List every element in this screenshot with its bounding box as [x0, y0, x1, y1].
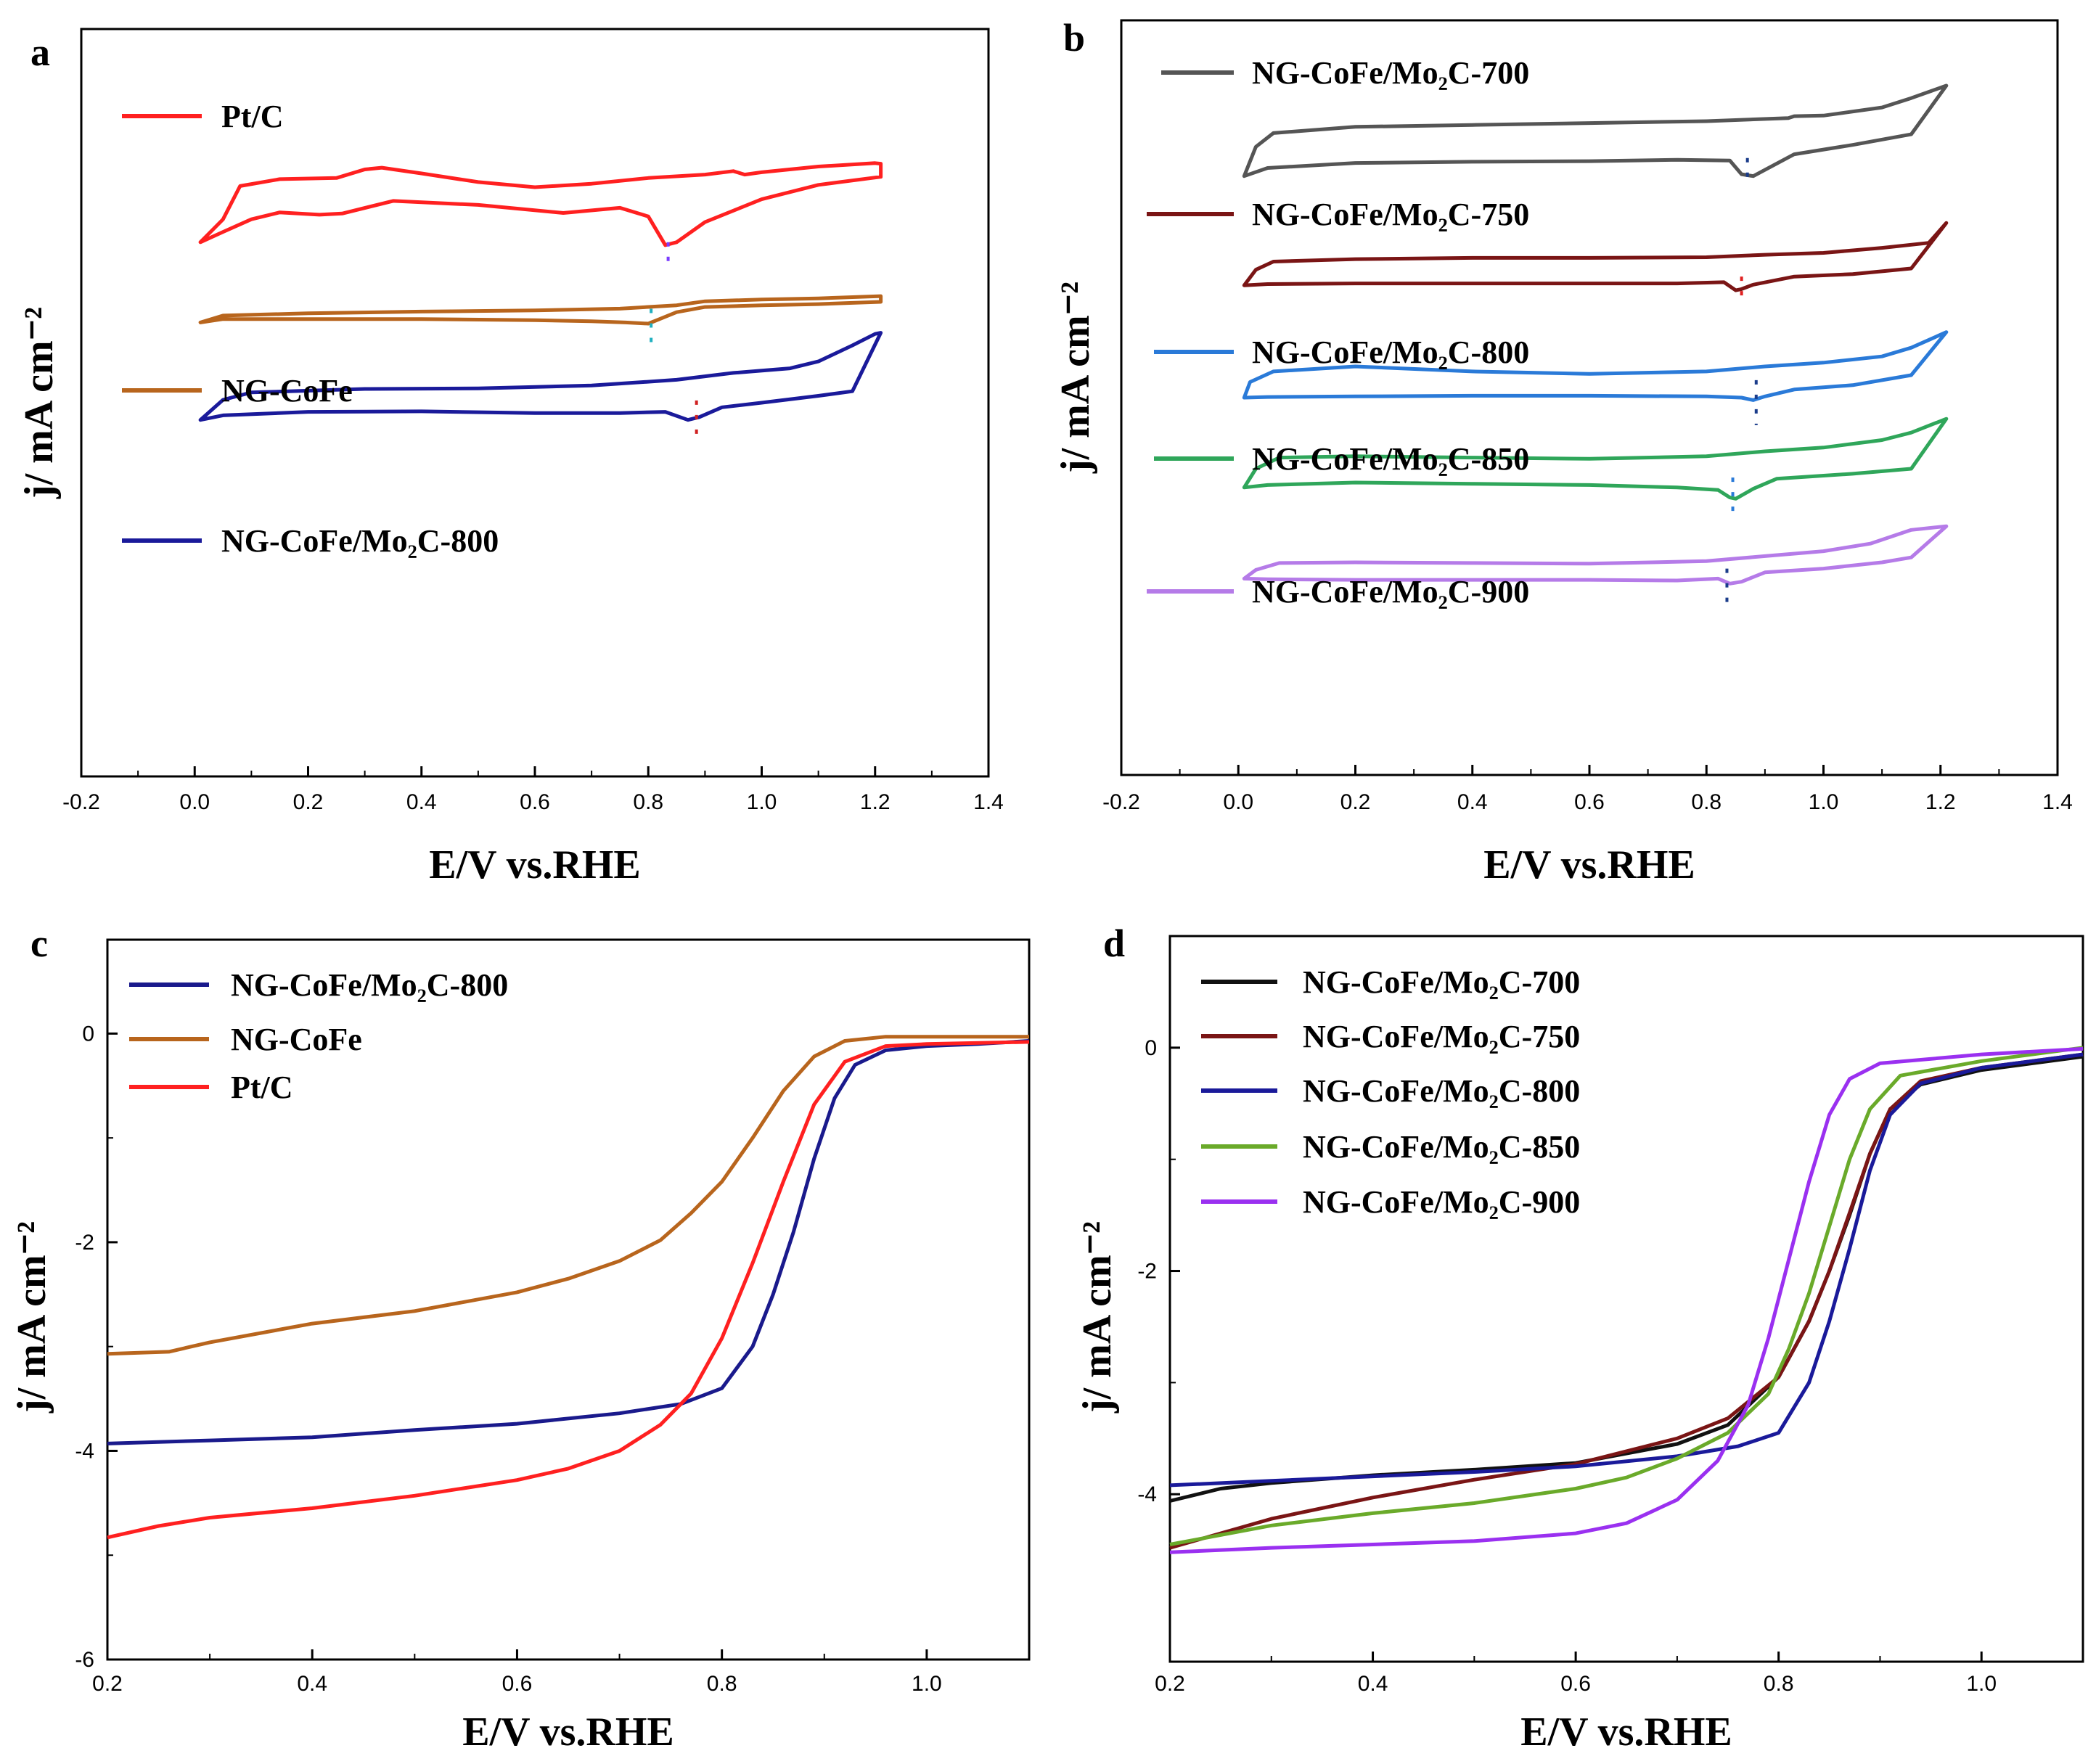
panel-d: d 0.2 0.4 0.6 0.8 1.0-4-20 NG-CoFe/Mo₂C-700N… [1075, 922, 2084, 1755]
x-tick-label: 1.4 [973, 790, 1004, 814]
panel-c: c 0.2 0.4 0.6 0.8 1.0 -6 -4 -2 0 NG-CoFe/Mo₂C-80… [9, 922, 1031, 1755]
panel-letter-c: c [30, 922, 48, 965]
curves-c [107, 1035, 1030, 1540]
legend-b: NG-CoFe/Mo₂C-700 NG-CoFe/Mo₂C-750 NG-CoFe/… [1147, 55, 1529, 610]
plot-frame-d [1168, 935, 2084, 1663]
y-axis-title-a: j/ mA cm⁻² [17, 307, 62, 499]
cv-curve [1242, 221, 1949, 292]
cv-curve [1242, 417, 1949, 501]
panel-b: b -0.2 0.0 0.2 0.4 0.6 0.8 1.0 1.2 1.4 NG-CoFe/M… [1053, 16, 2073, 887]
legend-label: NG-CoFe/Mo₂C-800 [221, 523, 499, 559]
y-axis-title-b: j/ mA cm⁻² [1053, 282, 1098, 474]
legend-label: NG-CoFe/Mo₂C-850 [1252, 441, 1529, 477]
x-tick-label: 0.0 [1223, 790, 1253, 814]
legend-label: NG-CoFe/Mo₂C-800 [231, 967, 508, 1003]
y-tick-label: -6 [75, 1648, 94, 1672]
x-ticks-a: -0.2 0.0 0.2 0.4 0.6 0.8 1.0 1.2 1.4 [62, 766, 1004, 814]
legend-a: Pt/C NG-CoFe NG-CoFe/Mo₂C-800 [122, 99, 499, 559]
legend-label: NG-CoFe [221, 373, 353, 409]
x-tick-label: 0.8 [1691, 790, 1722, 814]
cv-curve [198, 161, 883, 247]
y-tick-label: -2 [1137, 1260, 1157, 1284]
x-tick-label: -0.2 [62, 790, 100, 814]
x-tick-label: 0.6 [1560, 1672, 1591, 1696]
x-tick-label: 0.6 [520, 790, 550, 814]
x-tick-label: 0.4 [406, 790, 437, 814]
legend-label: NG-CoFe/Mo₂C-900 [1252, 574, 1529, 610]
ticks-c: 0.2 0.4 0.6 0.8 1.0 -6 -4 -2 0 [75, 1022, 1030, 1696]
x-tick-label: 1.2 [860, 790, 891, 814]
cv-curve [198, 294, 883, 326]
legend-label: NG-CoFe/Mo₂C-700 [1252, 55, 1529, 91]
y-axis-title-d: j/ mA cm⁻² [1075, 1221, 1120, 1414]
lsv-curve [1169, 1052, 2084, 1550]
legend-label: NG-CoFe/Mo₂C-750 [1252, 197, 1529, 232]
plot-frame-c [106, 938, 1031, 1661]
legend-label: NG-CoFe/Mo₂C-750 [1303, 1019, 1580, 1054]
ticks-d: 0.2 0.4 0.6 0.8 1.0 -4 -2 0 [1137, 1036, 2084, 1696]
x-tick-label: 1.0 [912, 1672, 942, 1696]
x-tick-label: 0.8 [633, 790, 663, 814]
x-tick-label: 1.0 [1809, 790, 1839, 814]
legend-label: Pt/C [221, 99, 284, 134]
legend-label: NG-CoFe/Mo₂C-700 [1303, 964, 1580, 1000]
panel-letter-a: a [30, 30, 50, 74]
x-tick-label: 0.4 [1457, 790, 1488, 814]
x-axis-title-b: E/V vs.RHE [1483, 842, 1695, 887]
x-axis-title-a: E/V vs.RHE [429, 842, 640, 887]
x-tick-label: 0.2 [92, 1672, 123, 1696]
x-tick-label: 0.2 [293, 790, 324, 814]
x-tick-label: 0.6 [1574, 790, 1605, 814]
lsv-curve [1169, 1052, 2084, 1488]
x-tick-label: -0.2 [1102, 790, 1140, 814]
cv-curve [1242, 330, 1949, 402]
x-axis-title-d: E/V vs.RHE [1520, 1710, 1732, 1755]
legend-d: NG-CoFe/Mo₂C-700 NG-CoFe/Mo₂C-750 NG-CoFe/… [1201, 964, 1580, 1220]
lsv-curve [1169, 1054, 2084, 1503]
lsv-curve [1169, 1046, 2084, 1546]
x-tick-label: 0.8 [707, 1672, 737, 1696]
cv-curve [1242, 83, 1949, 179]
y-tick-label: -4 [75, 1439, 94, 1463]
legend-label: NG-CoFe/Mo₂C-900 [1303, 1184, 1580, 1220]
cv-curve [1242, 524, 1949, 586]
x-ticks-b: -0.2 0.0 0.2 0.4 0.6 0.8 1.0 1.2 1.4 [1102, 765, 2073, 814]
x-tick-label: 0.2 [1155, 1672, 1185, 1696]
legend-label: Pt/C [231, 1070, 293, 1105]
legend-label: NG-CoFe/Mo₂C-800 [1252, 335, 1529, 370]
x-tick-label: 1.0 [747, 790, 777, 814]
panel-letter-d: d [1103, 922, 1125, 965]
y-axis-title-c: j/ mA cm⁻² [9, 1221, 54, 1414]
curves-a [198, 161, 883, 435]
panel-letter-b: b [1063, 16, 1085, 60]
x-tick-label: 1.2 [1925, 790, 1956, 814]
x-tick-label: 0.0 [179, 790, 210, 814]
x-tick-label: 0.8 [1764, 1672, 1794, 1696]
x-tick-label: 0.2 [1340, 790, 1371, 814]
legend-label: NG-CoFe [231, 1022, 362, 1057]
x-axis-title-c: E/V vs.RHE [462, 1710, 674, 1755]
lsv-curve [1169, 1046, 2084, 1554]
legend-label: NG-CoFe/Mo₂C-850 [1303, 1129, 1580, 1165]
legend-label: NG-CoFe/Mo₂C-800 [1303, 1073, 1580, 1109]
lsv-curve [107, 1039, 1030, 1445]
lsv-curve [107, 1035, 1029, 1356]
legend-c: NG-CoFe/Mo₂C-800 NG-CoFe Pt/C [129, 967, 508, 1105]
y-tick-label: 0 [82, 1022, 94, 1046]
curves-b [1242, 83, 1949, 604]
x-tick-label: 0.6 [502, 1672, 533, 1696]
y-tick-label: 0 [1145, 1036, 1157, 1060]
x-tick-label: 1.4 [2042, 790, 2073, 814]
y-tick-label: -2 [75, 1231, 94, 1255]
lsv-curve [107, 1040, 1030, 1540]
y-tick-label: -4 [1137, 1482, 1157, 1506]
x-tick-label: 0.4 [1358, 1672, 1388, 1696]
panel-a: a -0.2 0.0 0.2 0.4 0.6 0.8 1.0 1.2 1.4 Pt/C NG-Co… [17, 28, 1004, 887]
curves-d [1169, 1046, 2084, 1554]
x-tick-label: 1.0 [1966, 1672, 1997, 1696]
x-tick-label: 0.4 [297, 1672, 327, 1696]
cv-curve [198, 331, 883, 422]
